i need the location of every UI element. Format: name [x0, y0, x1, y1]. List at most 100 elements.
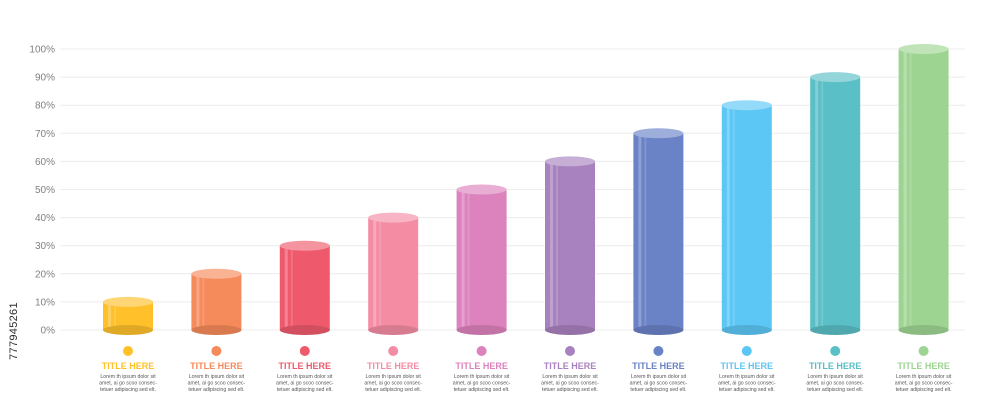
bar: [545, 156, 595, 335]
bar-highlight: [732, 105, 735, 330]
bar-highlight: [903, 49, 907, 330]
category-title: TITLE HERE: [190, 361, 243, 371]
category-dot: [653, 346, 664, 356]
bar-top: [456, 184, 507, 195]
category-description: tetuer adipiscing sed elt.: [277, 387, 333, 393]
bar-base: [279, 325, 330, 335]
y-axis-tick-labels: 0% 10% 20% 30% 40% 50% 60% 70% 80% 90% 100%: [29, 45, 55, 337]
category-dot: [299, 346, 310, 356]
y-tick-label: 30%: [35, 241, 55, 252]
bar-highlight: [909, 49, 912, 330]
bar-base: [368, 325, 419, 335]
category-description: amet, ai go scoo consec-: [99, 381, 157, 387]
category-description: Lorem th ipsum dolor sit: [631, 374, 687, 380]
category-description: Lorem th ipsum dolor sit: [808, 374, 864, 380]
category-description: Lorem th ipsum dolor sit: [454, 374, 510, 380]
category-description: tetuer adipiscing sed elt.: [896, 387, 952, 393]
bar-body: [898, 49, 949, 330]
category-title: TITLE HERE: [721, 361, 774, 371]
category-dot: [830, 346, 841, 356]
y-tick-label: 40%: [35, 213, 55, 224]
category-description: tetuer adipiscing sed elt.: [188, 387, 244, 393]
bar: [456, 184, 507, 335]
y-tick-label: 50%: [35, 185, 55, 196]
bar: [721, 100, 772, 335]
category-description: amet, ai go scoo consec-: [718, 381, 776, 387]
bar-base: [191, 325, 242, 335]
bar-highlight: [284, 245, 288, 330]
bar-body: [191, 273, 242, 330]
category-description: tetuer adipiscing sed elt.: [719, 387, 775, 393]
bar-highlight: [114, 301, 116, 330]
category-description: tetuer adipiscing sed elt.: [454, 387, 510, 393]
category-title: TITLE HERE: [632, 361, 685, 371]
category-title: TITLE HERE: [102, 361, 155, 371]
y-tick-label: 100%: [29, 45, 55, 56]
bar: [191, 268, 242, 335]
bar-base: [456, 325, 507, 335]
bar-highlight: [726, 105, 730, 330]
category-description: tetuer adipiscing sed elt.: [807, 387, 863, 393]
category-dot: [123, 346, 133, 356]
category-title: TITLE HERE: [897, 361, 950, 371]
bar-highlight: [379, 217, 382, 330]
category-dot: [211, 346, 222, 356]
y-tick-label: 0%: [41, 326, 56, 337]
category-description: amet, ai go scoo consec-: [276, 381, 334, 387]
bar: [898, 44, 949, 335]
category-dot: [741, 346, 752, 356]
bar-top: [721, 100, 772, 111]
bar-base: [898, 325, 949, 335]
category-title: TITLE HERE: [455, 361, 508, 371]
bar-base: [633, 325, 684, 335]
bar-body: [368, 217, 419, 330]
bar-highlight: [461, 189, 465, 330]
category-title: TITLE HERE: [367, 361, 420, 371]
bar-highlight: [196, 273, 200, 330]
category-description: Lorem th ipsum dolor sit: [366, 374, 422, 380]
category-dot: [388, 346, 399, 356]
bar-top: [898, 44, 949, 54]
bar-top: [103, 296, 153, 307]
bar-highlight: [638, 133, 642, 330]
bar-top: [633, 128, 684, 139]
category-description: amet, ai go scoo consec-: [541, 381, 599, 387]
bar-highlight: [202, 273, 205, 330]
category-title: TITLE HERE: [279, 361, 332, 371]
y-tick-label: 80%: [35, 101, 55, 112]
bars: [103, 44, 949, 335]
bar: [810, 72, 861, 335]
bar-highlight: [815, 77, 819, 330]
bar-highlight: [108, 301, 111, 330]
bar-highlight: [290, 245, 293, 330]
category-description: Lorem th ipsum dolor sit: [896, 374, 952, 380]
category-description: tetuer adipiscing sed elt.: [630, 387, 686, 393]
bar-top: [545, 156, 595, 167]
bar-highlight: [644, 133, 647, 330]
bar: [103, 296, 153, 335]
bar-top: [191, 268, 242, 279]
bar-body: [279, 245, 330, 330]
bar-base: [545, 325, 595, 335]
bar-base: [721, 325, 772, 335]
category-description: Lorem th ipsum dolor sit: [189, 374, 245, 380]
category-description: tetuer adipiscing sed elt.: [365, 387, 421, 393]
bar-highlight: [467, 189, 470, 330]
category-description: amet, ai go scoo consec-: [188, 381, 246, 387]
category-dot: [476, 346, 487, 356]
bar-highlight: [373, 217, 377, 330]
bar-top: [810, 72, 861, 83]
category-dot: [918, 346, 929, 356]
category-description: Lorem th ipsum dolor sit: [277, 374, 333, 380]
bar: [279, 240, 330, 335]
category-description: Lorem th ipsum dolor sit: [542, 374, 598, 380]
bar: [368, 212, 419, 335]
category-description: amet, ai go scoo consec-: [630, 381, 688, 387]
bar-body: [456, 189, 507, 330]
y-tick-label: 60%: [35, 157, 55, 168]
bar-body: [721, 105, 772, 330]
category-description: amet, ai go scoo consec-: [895, 381, 953, 387]
bar-highlight: [556, 161, 558, 330]
